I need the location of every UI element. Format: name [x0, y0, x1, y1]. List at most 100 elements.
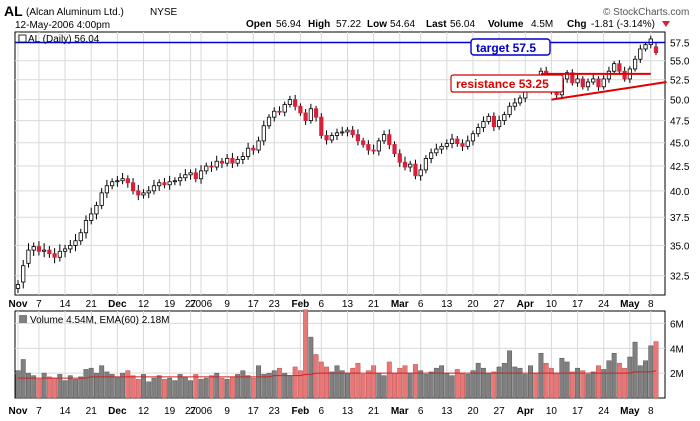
volume-x-tick-label: 12 [138, 406, 150, 417]
volume-bar [167, 377, 173, 399]
volume-bar [224, 379, 230, 399]
symbol: AL [4, 3, 23, 19]
candle [366, 140, 371, 155]
candle [643, 42, 648, 52]
volume-x-tick-label: 19 [164, 406, 176, 417]
volume-bar [198, 379, 204, 399]
target-annotation: target 57.5 [470, 38, 551, 56]
candle [585, 78, 591, 91]
candle [141, 189, 146, 199]
volume-bar [141, 374, 146, 399]
price-tick-label: 37.5 [670, 213, 690, 224]
volume-bar [454, 369, 460, 399]
x-tick-label: 12 [138, 299, 150, 310]
volume-bar [449, 375, 455, 399]
candle [517, 95, 523, 106]
candle [361, 137, 366, 148]
high-label: High [308, 19, 330, 30]
volume-bar [172, 380, 178, 399]
price-tick-label: 35.0 [670, 241, 690, 252]
volume-bar [350, 367, 356, 399]
volume-bar [444, 372, 450, 399]
volume-bar [177, 374, 183, 399]
price-tick-label: 50.0 [670, 96, 690, 107]
candle [653, 42, 659, 56]
x-tick-label: 6 [319, 299, 325, 310]
x-tick-label: 20 [467, 299, 479, 310]
candle [167, 175, 172, 190]
x-tick-label: 27 [494, 299, 506, 310]
volume-x-tick-label: 6 [418, 406, 424, 417]
volume-x-tick-label: 10 [546, 406, 558, 417]
candle [287, 95, 293, 108]
volume-bar [114, 376, 120, 399]
candle-legend-icon [18, 34, 27, 43]
candle [172, 177, 177, 186]
volume-bar [564, 361, 570, 399]
price-tick-label: 45.0 [670, 139, 690, 150]
candle [564, 70, 570, 83]
candle [73, 234, 78, 252]
volume-bar [517, 367, 523, 399]
candle [334, 128, 340, 140]
volume-tick-label: 6M [670, 319, 684, 330]
volume-bar [569, 371, 575, 399]
volume-bar [407, 372, 413, 399]
candle [99, 188, 104, 210]
candle [183, 169, 188, 182]
candle [31, 242, 36, 257]
candle [214, 155, 219, 171]
volume-x-tick-label: Feb [292, 406, 310, 417]
candle [512, 98, 517, 111]
volume-bar [188, 380, 194, 399]
x-tick-label: 13 [441, 299, 453, 310]
candle [21, 260, 26, 289]
candle [392, 141, 397, 158]
volume-x-tick-label: 2006 [190, 406, 213, 417]
target-label: target 57.5 [476, 41, 536, 55]
support-line [551, 81, 667, 101]
candle [104, 179, 110, 199]
volume-bar [386, 361, 392, 399]
volume-bar [292, 366, 298, 399]
volume-x-tick-label: 27 [185, 406, 197, 417]
exchange: NYSE [150, 7, 178, 18]
price-tick-label: 47.5 [670, 117, 690, 128]
candle [42, 243, 47, 258]
volume-bar [491, 371, 497, 399]
volume-bar [20, 359, 26, 399]
volume-bar [439, 365, 445, 399]
volume-x-tick-label: 8 [648, 406, 654, 417]
candle [110, 178, 115, 190]
volume-x-tick-label: 17 [248, 406, 260, 417]
candle [423, 155, 429, 174]
x-tick-label: 27 [185, 299, 197, 310]
price-tick-label: 57.5 [670, 39, 690, 50]
candle [125, 175, 130, 188]
volume-bar [156, 375, 162, 399]
last-value: 56.04 [450, 19, 475, 30]
candle [78, 228, 83, 245]
volume-bar [99, 365, 105, 399]
x-tick-label: Feb [292, 299, 310, 310]
candle [256, 136, 261, 154]
price-tick-label: 42.5 [670, 162, 690, 173]
volume-bar [397, 367, 403, 399]
volume-bar [182, 376, 188, 399]
volume-bar [475, 362, 481, 399]
candle [94, 201, 99, 220]
volume-ema-line [18, 370, 657, 379]
x-tick-label: Nov [9, 299, 28, 310]
volume-bar [392, 372, 397, 399]
candle [235, 156, 240, 167]
candle [324, 130, 329, 145]
candle [355, 129, 361, 146]
volume-bar [73, 379, 78, 399]
x-tick-label: 17 [248, 299, 260, 310]
volume-bar [538, 353, 544, 399]
candle [460, 139, 465, 151]
volume-x-tick-label: Dec [108, 406, 127, 417]
candle [151, 179, 157, 195]
volume-x-tick-label: Nov [9, 406, 28, 417]
